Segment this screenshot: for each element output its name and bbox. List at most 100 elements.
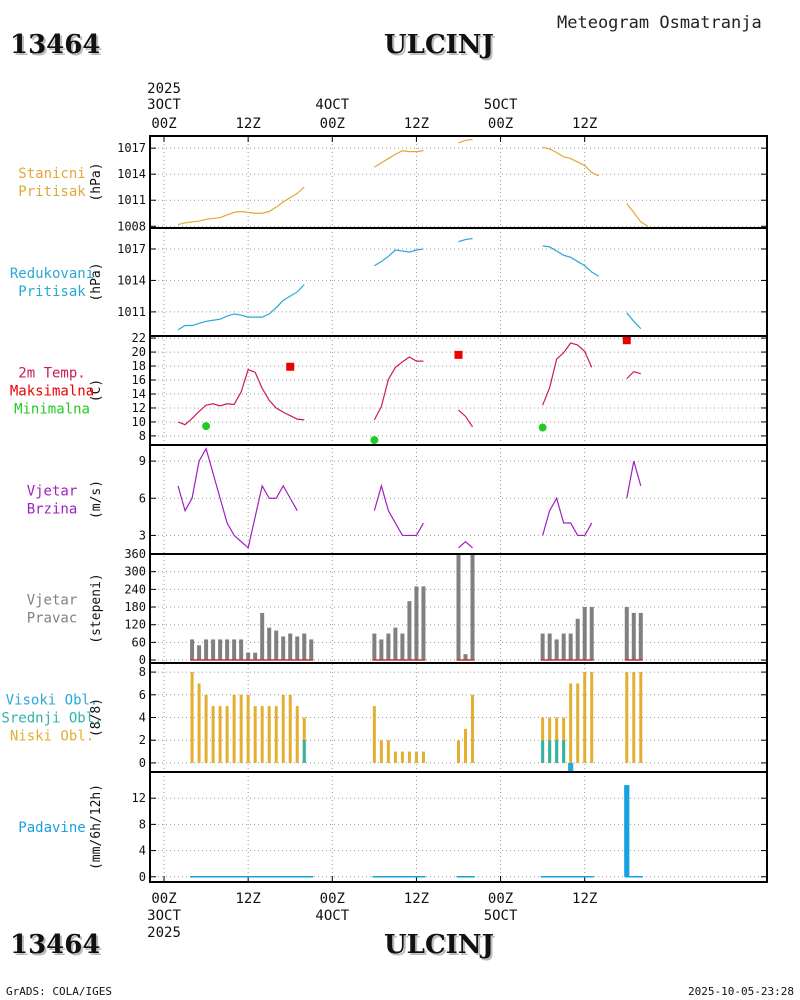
series-bar: [309, 639, 314, 661]
series-bar: [589, 607, 594, 661]
value-tick-label: 8: [139, 665, 146, 679]
series-bar: [541, 740, 545, 763]
series-line: [177, 284, 305, 331]
bottom-axis-date-label: 4OCT: [315, 908, 349, 924]
series-bar: [211, 639, 216, 661]
value-tick-label: 1008: [117, 219, 146, 233]
series-line: [177, 368, 305, 426]
top-axis-year-label: 2025: [147, 81, 181, 97]
panel-legend-label: Pritisak: [18, 184, 86, 200]
value-tick-label: 9: [139, 454, 146, 468]
value-tick-label: 4: [139, 844, 146, 858]
series-bar: [568, 762, 574, 772]
series-bar: [414, 586, 419, 661]
series-bar: [414, 751, 418, 763]
tmax-marker: [454, 350, 463, 359]
bottom-axis-time-label: 00Z: [151, 891, 176, 907]
series-bar: [463, 654, 468, 661]
series-line: [177, 186, 305, 226]
series-bar: [470, 554, 475, 661]
series-bar: [372, 706, 376, 763]
panel-clouds: [150, 671, 767, 772]
series-bar: [190, 639, 195, 661]
series-line: [458, 237, 473, 243]
series-bar: [561, 633, 566, 661]
tmin-marker: [370, 436, 379, 445]
tmin-marker: [202, 422, 211, 431]
station-id-bottom: 13464: [10, 930, 101, 960]
value-tick-label: 12: [132, 401, 146, 415]
panel-legend-label: Visoki Obl.: [6, 693, 99, 709]
series-bar: [639, 672, 643, 763]
series-bar: [197, 683, 201, 763]
series-bar: [190, 672, 194, 763]
series-bar: [632, 672, 636, 763]
panel-unit-label: (hPa): [89, 262, 104, 301]
top-axis-time-label: 12Z: [236, 116, 261, 132]
station-name-top: ULCINJ: [384, 30, 494, 60]
series-bar: [232, 694, 236, 763]
series-bar: [218, 639, 223, 661]
value-tick-label: 22: [132, 331, 146, 345]
series-line: [374, 248, 424, 267]
value-tick-label: 10: [132, 415, 146, 429]
series-bar: [260, 706, 264, 763]
panel-legend-label: Vjetar: [27, 484, 78, 500]
series-bar: [400, 751, 404, 763]
top-axis-time-label: 12Z: [404, 116, 429, 132]
series-bar: [625, 672, 629, 763]
value-tick-label: 3: [139, 528, 146, 542]
bottom-axis-date-label: 5OCT: [484, 908, 518, 924]
panel-unit-label: (m/s): [89, 480, 104, 519]
series-line: [458, 138, 473, 144]
top-axis-time-label: 00Z: [488, 116, 513, 132]
panel-unit-label: (C): [89, 379, 104, 402]
bottom-axis-time-label: 12Z: [404, 891, 429, 907]
series-bar: [267, 627, 272, 661]
series-bar: [400, 633, 405, 661]
bottom-axis-time-label: 00Z: [320, 891, 345, 907]
panel-legend-label: Maksimalna: [10, 384, 94, 400]
value-tick-label: 360: [124, 547, 146, 561]
series-bar: [582, 607, 587, 661]
value-tick-label: 1017: [117, 242, 146, 256]
series-bar: [253, 652, 258, 661]
panel-reduced_pressure: [150, 237, 767, 331]
series-line: [458, 409, 474, 428]
timestamp-text: 2025-10-05-23:28: [688, 985, 794, 998]
value-tick-label: 20: [132, 345, 146, 359]
series-bar: [225, 706, 229, 763]
value-tick-label: 240: [124, 582, 146, 596]
series-bar: [421, 751, 425, 763]
value-tick-label: 4: [139, 711, 146, 725]
top-axis-time-label: 00Z: [151, 116, 176, 132]
series-bar: [575, 618, 580, 661]
series-line: [542, 146, 599, 177]
value-tick-label: 16: [132, 373, 146, 387]
series-bar: [372, 633, 377, 661]
series-line: [626, 203, 649, 227]
value-tick-label: 18: [132, 359, 146, 373]
series-bar: [239, 694, 243, 763]
series-bar: [379, 639, 384, 661]
panel-wind_speed: [150, 447, 767, 549]
panel-frame: [149, 227, 768, 337]
panel-frame: [149, 135, 768, 229]
value-tick-label: 0: [139, 653, 146, 667]
series-bar: [274, 706, 278, 763]
series-bar: [548, 740, 552, 763]
series-line: [458, 540, 473, 549]
station-id-top: 13464: [10, 30, 101, 60]
series-bar: [218, 706, 222, 763]
value-tick-label: 1011: [117, 305, 146, 319]
series-line: [373, 356, 424, 421]
station-name-bottom: ULCINJ: [384, 930, 494, 960]
top-axis-date-label: 5OCT: [484, 97, 518, 113]
series-line: [542, 245, 600, 277]
series-bar: [260, 612, 265, 661]
value-tick-label: 14: [132, 387, 146, 401]
series-bar: [583, 672, 587, 763]
series-bar: [288, 633, 293, 661]
series-bar: [232, 639, 237, 661]
panel-legend-label: 2m Temp.: [18, 366, 85, 382]
